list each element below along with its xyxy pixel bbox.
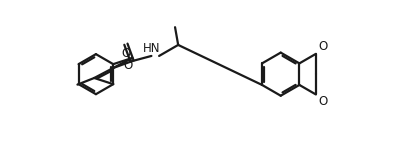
- Text: O: O: [124, 59, 133, 72]
- Text: O: O: [317, 95, 326, 108]
- Text: O: O: [317, 40, 326, 53]
- Text: O: O: [121, 46, 130, 59]
- Text: HN: HN: [142, 42, 160, 55]
